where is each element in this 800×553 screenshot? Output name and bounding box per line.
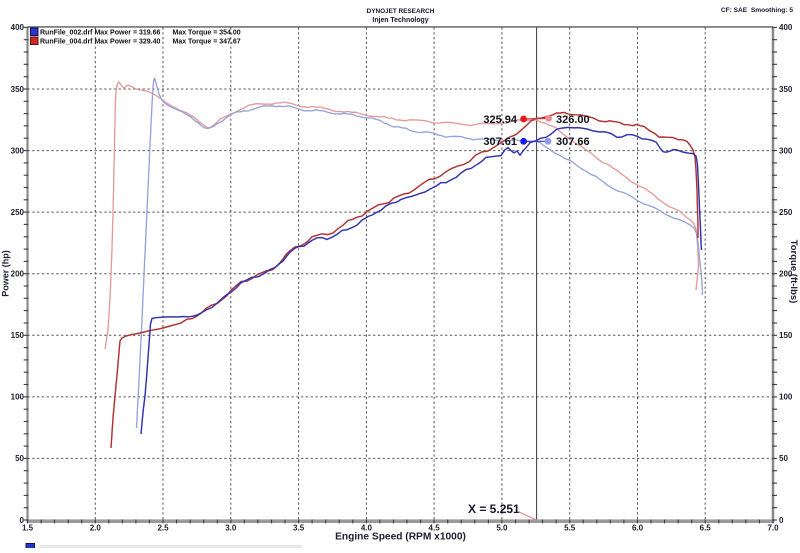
svg-text:2.0: 2.0 <box>90 524 102 533</box>
svg-text:RunFile_002.drf Max Power = 31: RunFile_002.drf Max Power = 319.66 <box>40 30 161 37</box>
svg-text:5.5: 5.5 <box>564 524 576 533</box>
svg-text:150: 150 <box>11 331 25 340</box>
svg-text:0: 0 <box>20 516 25 525</box>
svg-text:Torque (ft-lbs): Torque (ft-lbs) <box>788 240 799 304</box>
svg-text:Max Torque = 354.00: Max Torque = 354.00 <box>173 30 241 37</box>
svg-text:200: 200 <box>11 270 25 279</box>
svg-text:100: 100 <box>11 393 25 402</box>
svg-text:1.5: 1.5 <box>22 524 34 533</box>
svg-text:400: 400 <box>779 23 793 32</box>
svg-text:CF: SAE Smoothing: 5: CF: SAE Smoothing: 5 <box>721 7 793 14</box>
svg-text:150: 150 <box>779 331 793 340</box>
svg-text:6.0: 6.0 <box>632 524 644 533</box>
svg-text:326.00: 326.00 <box>556 114 590 126</box>
svg-text:50: 50 <box>15 454 24 463</box>
svg-text:7.0: 7.0 <box>767 524 779 533</box>
svg-text:4.0: 4.0 <box>361 524 373 533</box>
svg-text:3.5: 3.5 <box>293 524 305 533</box>
svg-text:0: 0 <box>779 516 784 525</box>
svg-text:X = 5.251: X = 5.251 <box>468 502 520 516</box>
svg-text:250: 250 <box>11 208 25 217</box>
svg-text:100: 100 <box>779 393 793 402</box>
svg-text:Engine Speed (RPM x1000): Engine Speed (RPM x1000) <box>335 532 466 543</box>
svg-text:400: 400 <box>11 23 25 32</box>
svg-text:50: 50 <box>779 454 788 463</box>
svg-text:300: 300 <box>779 146 793 155</box>
svg-text:DYNOJET RESEARCH: DYNOJET RESEARCH <box>367 8 435 15</box>
svg-text:RunFile_004.drf Max Power = 32: RunFile_004.drf Max Power = 329.40 <box>40 39 161 46</box>
svg-text:Max Torque = 347.67: Max Torque = 347.67 <box>173 39 241 46</box>
svg-text:6.5: 6.5 <box>700 524 712 533</box>
svg-text:250: 250 <box>779 208 793 217</box>
svg-text:200: 200 <box>779 270 793 279</box>
svg-text:4.5: 4.5 <box>429 524 441 533</box>
svg-text:325.94: 325.94 <box>483 114 518 126</box>
svg-text:300: 300 <box>11 146 25 155</box>
svg-text:Injen Technology: Injen Technology <box>372 17 428 24</box>
svg-text:Power (hp): Power (hp) <box>1 250 11 297</box>
svg-text:5.0: 5.0 <box>496 524 508 533</box>
svg-text:3.0: 3.0 <box>225 524 237 533</box>
svg-text:350: 350 <box>779 85 793 94</box>
svg-text:307.61: 307.61 <box>483 136 517 148</box>
svg-text:307.66: 307.66 <box>556 136 590 148</box>
svg-text:2.5: 2.5 <box>157 524 169 533</box>
svg-text:350: 350 <box>11 85 25 94</box>
